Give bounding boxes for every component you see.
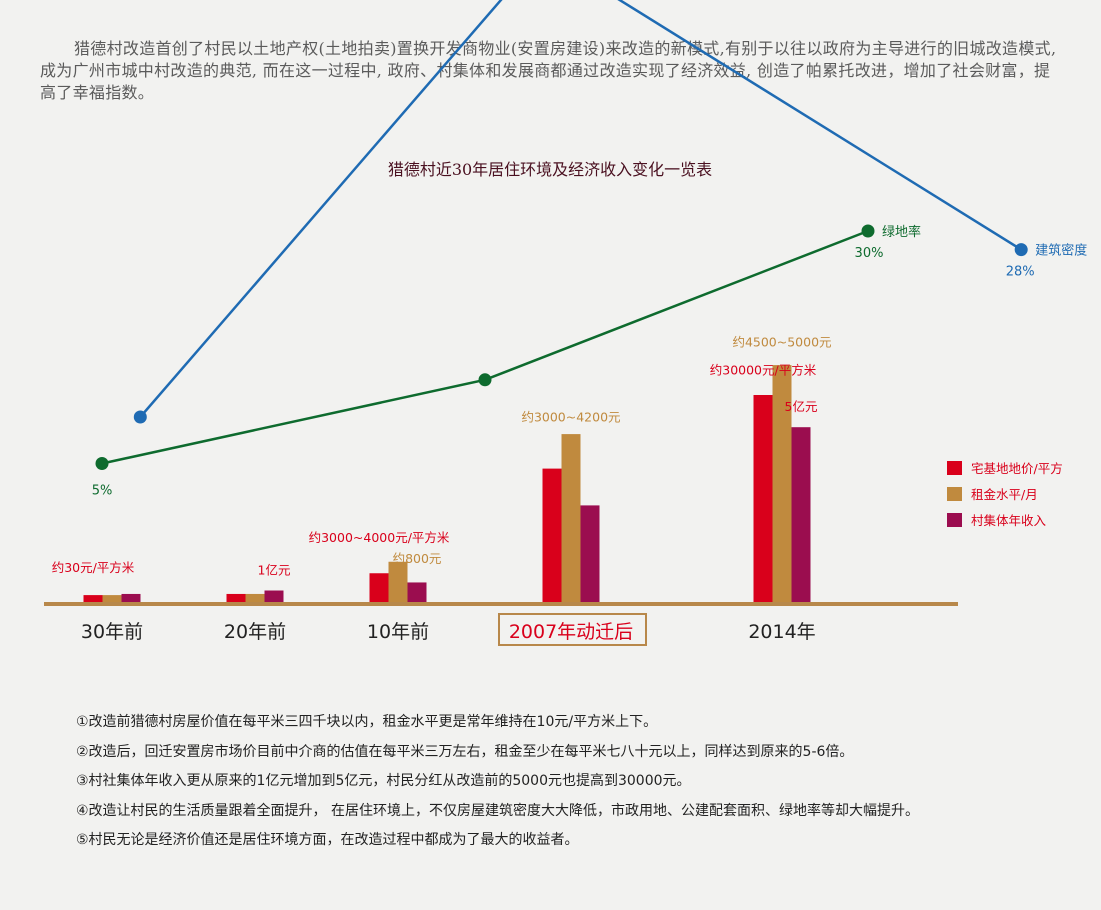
bar-3: [580, 505, 600, 602]
data-label: 5亿元: [785, 399, 818, 414]
legend-swatch: [947, 513, 962, 527]
x-tick-label: 20年前: [224, 621, 286, 643]
line-value-label: 28%: [1006, 265, 1035, 280]
bar-3: [791, 427, 811, 602]
note-item: ③村社集体年收入更从原来的1亿元增加到5亿元，村民分红从改造前的5000元也提高…: [76, 773, 691, 789]
x-tick-label: 10年前: [367, 621, 429, 643]
bar-1: [83, 595, 103, 602]
x-tick-label: 2007年动迁后: [509, 621, 633, 643]
bar-2: [388, 561, 408, 602]
bar-2: [102, 595, 122, 602]
intro-paragraph: 猎德村改造首创了村民以土地产权(土地拍卖)置换开发商物业(安置房建设)来改造的新…: [40, 39, 1057, 102]
line-point: [95, 457, 109, 470]
note-item: ④改造让村民的生活质量跟着全面提升， 在居住环境上，不仅房屋建筑密度大大降低，市…: [76, 802, 919, 819]
bar-1: [753, 395, 773, 602]
x-tick-label: 30年前: [81, 621, 143, 643]
chart-title: 猎德村近30年居住环境及经济收入变化一览表: [388, 160, 712, 179]
legend-label: 宅基地地价/平方: [971, 461, 1063, 476]
data-label: 约30000元/平方米: [710, 362, 817, 377]
data-label: 约30元/平方米: [52, 560, 135, 575]
legend-swatch: [947, 487, 962, 501]
legend-label: 村集体年收入: [971, 513, 1047, 528]
x-axis-baseline: [44, 602, 958, 606]
line-value-label: 5%: [92, 484, 113, 499]
bar-1: [226, 593, 246, 602]
bar-2: [772, 365, 792, 602]
note-item: ①改造前猎德村房屋价值在每平米三四千块以内，租金水平更是常年维持在10元/平方米…: [76, 714, 658, 730]
data-label: 约3000~4000元/平方米: [309, 530, 450, 545]
line-point: [1014, 243, 1028, 257]
line-point: [133, 410, 147, 424]
bar-1: [542, 468, 562, 602]
line-series-label: 建筑密度: [1035, 243, 1087, 259]
legend-swatch: [947, 461, 962, 475]
data-label: 约800元: [393, 551, 442, 566]
bar-2: [245, 593, 265, 602]
line-series-label: 绿地率: [882, 224, 921, 240]
line-point: [861, 224, 875, 238]
bar-1: [369, 573, 389, 602]
highlight-box: [498, 613, 647, 646]
bar-3: [264, 590, 284, 602]
bar-3: [407, 582, 427, 602]
notes-list: ①改造前猎德村房屋价值在每平米三四千块以内，租金水平更是常年维持在10元/平方米…: [76, 709, 919, 857]
line-value-label: 30%: [855, 246, 884, 261]
bar-2: [561, 434, 581, 602]
data-label: 约4500~5000元: [732, 335, 831, 350]
line-point: [478, 373, 492, 387]
data-label: 约3000~4200元: [521, 409, 620, 424]
note-item: ②改造后，回迁安置房市场价目前中介商的估值在每平米三万左右，租金至少在每平米七八…: [76, 743, 854, 760]
x-tick-label: 2014年: [748, 621, 815, 643]
legend-label: 租金水平/月: [971, 487, 1038, 502]
bar-3: [121, 593, 141, 602]
data-label: 1亿元: [258, 562, 291, 577]
line-2: [139, 0, 1022, 418]
note-item: ⑤村民无论是经济价值还是居住环境方面，在改造过程中都成为了最大的收益者。: [76, 832, 579, 848]
